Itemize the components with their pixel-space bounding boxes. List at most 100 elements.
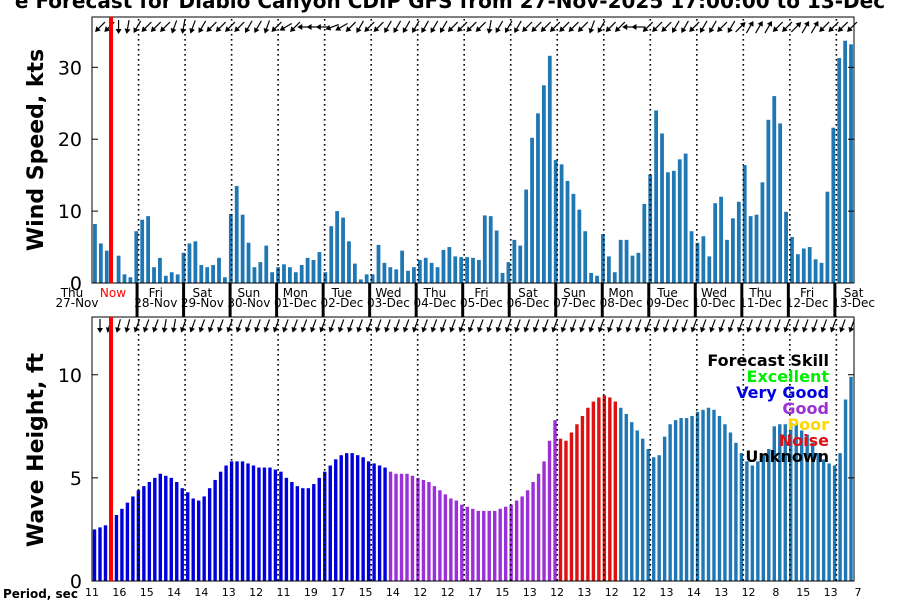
wind-direction-arrow <box>421 20 429 34</box>
wave-bar <box>268 467 272 581</box>
wind-direction-arrow <box>514 20 522 34</box>
wave-bar <box>279 471 283 581</box>
wave-bar <box>630 422 634 581</box>
wind-direction-arrow <box>279 22 293 31</box>
wind-direction-arrow <box>290 21 301 32</box>
wave-direction-arrow <box>226 319 233 333</box>
wave-direction-arrow <box>365 319 373 333</box>
wind-bar <box>559 164 564 283</box>
wind-direction-arrow <box>605 21 616 32</box>
wave-direction-arrow <box>421 319 428 333</box>
wind-direction-arrow <box>782 21 793 32</box>
period-tick-labels: 11 16 15 14 14 13 12 11 19 17 15 14 12 12 17 15 13 12 13 12… <box>85 586 862 599</box>
wind-bar <box>760 182 765 283</box>
wind-bar <box>825 191 830 283</box>
day-date-label: 10-Dec <box>693 296 736 310</box>
wave-bar <box>668 424 672 581</box>
wave-bar <box>366 461 371 582</box>
wave-bar <box>323 471 327 581</box>
wave-direction-arrow <box>142 319 150 333</box>
wave-bar <box>531 482 535 581</box>
wind-bar <box>128 277 133 283</box>
wave-direction-arrow <box>310 319 317 333</box>
wave-bar <box>246 463 250 581</box>
wind-direction-arrow <box>180 20 187 34</box>
wave-bar <box>794 424 798 581</box>
period-tick-label: 17 <box>331 586 345 599</box>
period-tick-label: 16 <box>112 586 126 599</box>
wave-bar <box>191 498 195 581</box>
period-tick-label: 19 <box>304 586 318 599</box>
wind-day-gridlines <box>137 19 838 283</box>
wind-bar <box>305 257 310 283</box>
wind-direction-arrow <box>150 21 162 32</box>
wind-bar <box>541 85 546 283</box>
wave-bar <box>690 416 694 581</box>
wind-bar <box>601 234 605 283</box>
wind-direction-arrow <box>364 21 375 32</box>
wave-direction-arrow <box>625 319 633 333</box>
day-date-label: 02-Dec <box>320 296 363 310</box>
wave-direction-arrow <box>291 319 298 333</box>
wave-direction-arrow <box>681 319 688 333</box>
wave-bar <box>454 500 459 581</box>
legend-entry: Excellent <box>747 367 830 386</box>
wave-direction-arrow <box>133 319 141 333</box>
wave-bar <box>125 502 130 582</box>
wind-direction-arrow <box>672 20 680 34</box>
wind-direction-arrow <box>206 21 217 32</box>
wave-bar <box>344 453 349 582</box>
wave-bar <box>778 424 782 581</box>
wave-bar <box>443 494 448 582</box>
wave-bar <box>301 488 305 581</box>
wave-direction-arrow <box>542 319 549 333</box>
wave-direction-arrow <box>718 319 725 333</box>
wind-direction-arrow <box>393 20 402 34</box>
wind-bar <box>536 113 540 283</box>
wind-direction-arrow <box>801 20 810 34</box>
chart-title: e Forecast for Diablo Canyon CDIP GFS fr… <box>15 0 885 13</box>
wind-bar <box>565 180 570 283</box>
day-date-label: 11-Dec <box>739 296 782 310</box>
wind-bar <box>736 201 741 283</box>
wave-direction-arrow <box>709 319 716 333</box>
legend-entry: Poor <box>787 415 829 434</box>
wave-direction-arrow <box>820 319 828 333</box>
wind-bar <box>477 259 481 283</box>
day-date-label: 05-Dec <box>460 296 503 310</box>
wind-bar <box>695 242 700 283</box>
wave-bar <box>213 479 217 581</box>
wind-bar <box>618 239 623 283</box>
wind-bar <box>630 255 635 283</box>
wind-bar <box>636 252 641 283</box>
day-name-label: Sat <box>518 286 538 300</box>
wave-bar <box>542 461 546 582</box>
wind-bar <box>388 267 393 283</box>
wind-direction-arrow <box>335 22 348 31</box>
wave-direction-arrow <box>764 319 772 333</box>
wave-direction-arrow <box>356 319 363 333</box>
wave-bar <box>158 473 163 581</box>
wave-axes-frame <box>91 316 855 582</box>
wind-bar <box>335 211 340 283</box>
wind-bar <box>689 231 694 283</box>
wave-bar <box>827 463 831 581</box>
wind-bar <box>258 262 263 283</box>
wave-bar <box>717 416 722 581</box>
wind-direction-arrow <box>345 21 357 32</box>
wave-bar <box>92 529 97 581</box>
wind-bar <box>293 272 298 283</box>
wind-bar <box>642 203 647 283</box>
wind-bar <box>606 256 611 283</box>
period-tick-label: 15 <box>140 586 154 599</box>
wave-bar <box>591 401 596 581</box>
wind-direction-arrow <box>141 21 152 32</box>
wave-bar <box>651 457 656 581</box>
wave-bar <box>471 508 475 581</box>
wave-bar <box>805 434 809 581</box>
wind-bar <box>93 224 97 283</box>
period-tick-label: 14 <box>194 586 208 599</box>
wave-bar <box>153 477 157 582</box>
wave-direction-arrow <box>792 319 800 333</box>
